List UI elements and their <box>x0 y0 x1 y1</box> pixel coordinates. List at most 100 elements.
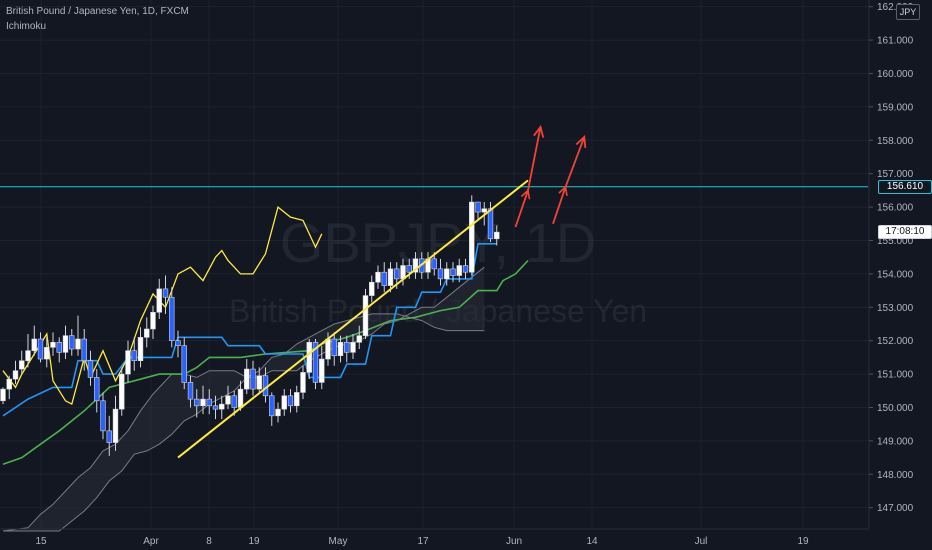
indicator-label[interactable]: Ichimoku <box>6 21 47 32</box>
price-axis-label: 154.000 <box>877 269 914 280</box>
candle-body <box>175 340 181 346</box>
candle-body <box>81 338 87 362</box>
candle-body <box>237 388 244 408</box>
candle-body <box>212 405 219 410</box>
candle-body <box>431 258 437 270</box>
candle-body <box>181 345 187 383</box>
candle-body <box>156 288 162 313</box>
watermark-symbol: GBPJPY, 1D <box>280 211 596 274</box>
candle-body <box>31 338 37 351</box>
candle-body <box>225 395 231 405</box>
time-axis-label: May <box>329 536 348 547</box>
candle-body <box>44 347 50 360</box>
time-axis-label: 19 <box>797 536 809 547</box>
candle-body <box>112 408 119 443</box>
candle-body <box>6 378 12 390</box>
time-axis-label: Jul <box>695 536 708 547</box>
candle-body <box>100 400 106 432</box>
arrow-head <box>575 134 587 148</box>
candle-body <box>12 370 19 380</box>
price-axis-label: 160.000 <box>877 69 914 80</box>
candle-body <box>331 338 337 357</box>
candle-body <box>469 201 475 273</box>
price-axis-label: 149.000 <box>877 436 914 447</box>
candle-body <box>344 342 350 353</box>
candle-body <box>350 342 356 353</box>
currency-badge[interactable]: JPY <box>896 4 920 20</box>
candle-body <box>300 372 306 393</box>
conversion-line <box>2 259 529 466</box>
candle-body <box>256 375 262 390</box>
candle-body <box>0 388 6 402</box>
candle-body <box>137 337 144 362</box>
candle-body <box>162 288 169 298</box>
price-axis-label: 157.000 <box>877 169 914 180</box>
candle-body <box>75 338 81 350</box>
candle-body <box>206 398 212 407</box>
arrow-head <box>520 188 531 200</box>
candle-body <box>375 271 381 283</box>
candle-body <box>194 398 200 407</box>
candle-body <box>456 265 462 276</box>
candle-body <box>250 368 256 390</box>
candle-body <box>325 338 331 360</box>
candle-body <box>244 368 250 390</box>
candle-body <box>437 268 444 280</box>
candle-body <box>25 350 31 362</box>
time-axis-label: Apr <box>143 536 159 547</box>
candle-body <box>144 328 150 338</box>
arrow-head <box>558 185 568 197</box>
price-axis-label: 153.000 <box>877 303 914 314</box>
time-axis-label: 14 <box>586 536 598 547</box>
price-axis-label: 152.000 <box>877 336 914 347</box>
candle-body <box>475 201 481 213</box>
candle-body <box>169 296 175 341</box>
candle-body <box>287 395 294 407</box>
time-axis-label: 8 <box>206 536 212 547</box>
candle-body <box>106 430 112 443</box>
price-axis-label: 156.000 <box>877 203 914 214</box>
candle-body <box>231 395 237 408</box>
candle-body <box>119 373 125 410</box>
candle-body <box>19 360 25 370</box>
candle-body <box>444 268 450 280</box>
candle-body <box>187 382 194 400</box>
price-axis-label: 162.000 <box>877 2 914 13</box>
candle-body <box>200 398 206 407</box>
candle-body <box>125 350 131 375</box>
candle-body <box>319 358 325 383</box>
candle-body <box>450 268 456 276</box>
price-axis-label: 159.000 <box>877 102 914 113</box>
candle-body <box>481 208 487 213</box>
candle-body <box>87 360 94 378</box>
price-axis-label: 155.000 <box>877 236 914 247</box>
candle-body <box>369 281 375 296</box>
price-and-time-axes: 147.000 148.000 149.000 150.000 151.000 152.0… <box>0 0 914 547</box>
base-line <box>2 243 497 417</box>
horizontal-line-price-tag: 156.610 <box>878 179 932 194</box>
candle-body <box>69 335 75 350</box>
symbol-title[interactable]: British Pound / Japanese Yen, 1D, FXCM <box>6 6 189 17</box>
price-axis-label: 147.000 <box>877 503 914 514</box>
arrow-head <box>533 124 545 138</box>
candle-body <box>150 311 156 330</box>
candle-body <box>337 342 344 356</box>
candle-body <box>294 392 300 407</box>
candle-body <box>50 342 56 348</box>
candle-body <box>62 335 69 353</box>
time-axis-label: 17 <box>417 536 429 547</box>
candle-body <box>362 295 369 336</box>
candle-body <box>312 342 319 383</box>
time-axis-label: 19 <box>248 536 260 547</box>
candle-body <box>275 408 281 417</box>
candle-body <box>37 338 44 360</box>
candle-body <box>306 342 312 373</box>
candle-body <box>387 268 394 286</box>
time-axis-label: 15 <box>35 536 47 547</box>
time-axis-label: Jun <box>506 536 522 547</box>
candle-body <box>394 268 400 280</box>
candle-body <box>56 342 62 353</box>
trendline[interactable] <box>177 179 529 459</box>
